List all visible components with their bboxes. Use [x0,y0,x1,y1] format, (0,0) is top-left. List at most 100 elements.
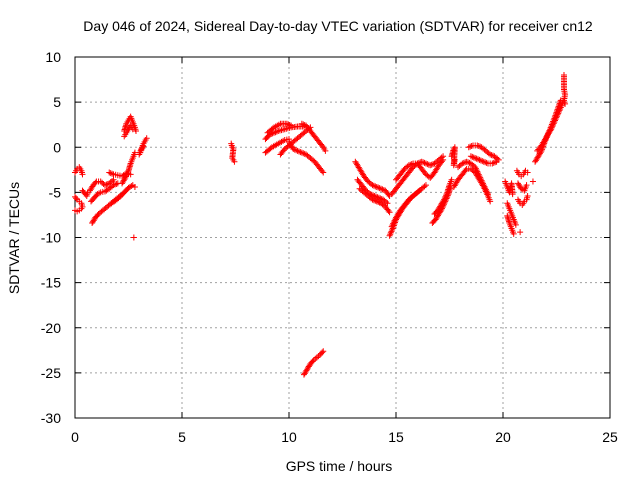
data-point [517,229,524,236]
data-point [124,169,131,176]
data-point [483,159,490,166]
x-tick-label: 20 [495,429,511,445]
x-tick-label: 25 [602,429,618,445]
data-point [294,147,301,154]
data-point [489,160,496,167]
data-point [293,147,300,154]
data-point [373,193,380,200]
data-point [485,191,492,198]
data-point [375,184,382,191]
data-point [474,142,481,149]
data-point [291,146,298,153]
data-point [320,169,327,176]
data-point [422,160,429,167]
data-point [101,182,108,189]
data-point [510,230,517,237]
data-point [482,159,489,166]
data-point [407,161,414,168]
data-point [439,158,446,165]
x-tick-label: 15 [388,429,404,445]
data-point [113,180,120,187]
data-point [370,182,377,189]
data-point [373,183,380,190]
data-point [132,128,139,135]
data-point [441,196,448,203]
data-point [494,155,501,162]
data-point [422,182,429,189]
data-point [375,199,382,206]
data-point [123,172,130,179]
data-point [129,126,136,133]
axis-ticks: 0 5 10 15 20 25 -30 -25 -20 -15 -10 -5 0 5 10 [41,49,618,445]
data-point [298,149,305,156]
chart-title: Day 046 of 2024, Sidereal Day-to-day VTE… [83,18,593,34]
data-point [92,179,99,186]
data-point [420,159,427,166]
data-point [479,158,486,165]
y-axis-label: SDTVAR / TECUs [6,182,22,294]
data-point [372,197,379,204]
x-tick-label: 0 [71,429,79,445]
data-point [421,183,428,190]
data-point [493,158,500,165]
data-point [440,197,447,204]
data-point [460,159,467,166]
data-point [476,156,483,163]
data-point [467,153,474,160]
data-point [283,120,290,127]
data-point [73,195,80,202]
data-point [487,198,494,205]
data-point [377,195,384,202]
data-point [488,152,495,159]
data-point [512,221,519,228]
y-tick-label: -30 [41,410,61,426]
data-point [465,144,472,151]
data-point [103,181,110,188]
data-point [297,149,304,156]
y-tick-label: -5 [49,184,62,200]
data-point [371,192,378,199]
data-point [285,121,292,128]
data-point [369,196,376,203]
data-point [309,358,316,365]
y-tick-label: -20 [41,320,61,336]
data-point [286,121,293,128]
data-point [509,191,516,198]
data-point [319,349,326,356]
data-point [443,190,450,197]
data-point [298,120,305,127]
data-point [387,231,394,238]
data-point [383,199,390,206]
data-point [124,170,131,177]
data-point [384,200,391,207]
data-point [424,161,431,168]
data-point [467,143,474,150]
data-point [320,348,327,355]
data-point [322,147,329,154]
data-point [473,155,480,162]
data-point [524,192,531,199]
data-point [418,158,425,165]
data-point [378,185,385,192]
data-point [524,169,531,176]
y-tick-label: -25 [41,365,61,381]
data-point [523,182,530,189]
data-point [443,192,450,199]
data-point [107,170,114,177]
data-point [372,183,379,190]
data-point [370,192,377,199]
data-point [109,177,116,184]
data-point [465,159,472,166]
data-point [387,229,394,236]
data-point [386,232,393,239]
data-point [78,205,85,212]
data-point [480,158,487,165]
grid-lines [75,57,610,418]
data-point [492,159,499,166]
data-point [137,149,144,156]
data-point [374,194,381,201]
data-point [442,193,449,200]
data-point [448,176,455,183]
y-tick-label: 5 [53,94,61,110]
data-point [300,150,307,157]
